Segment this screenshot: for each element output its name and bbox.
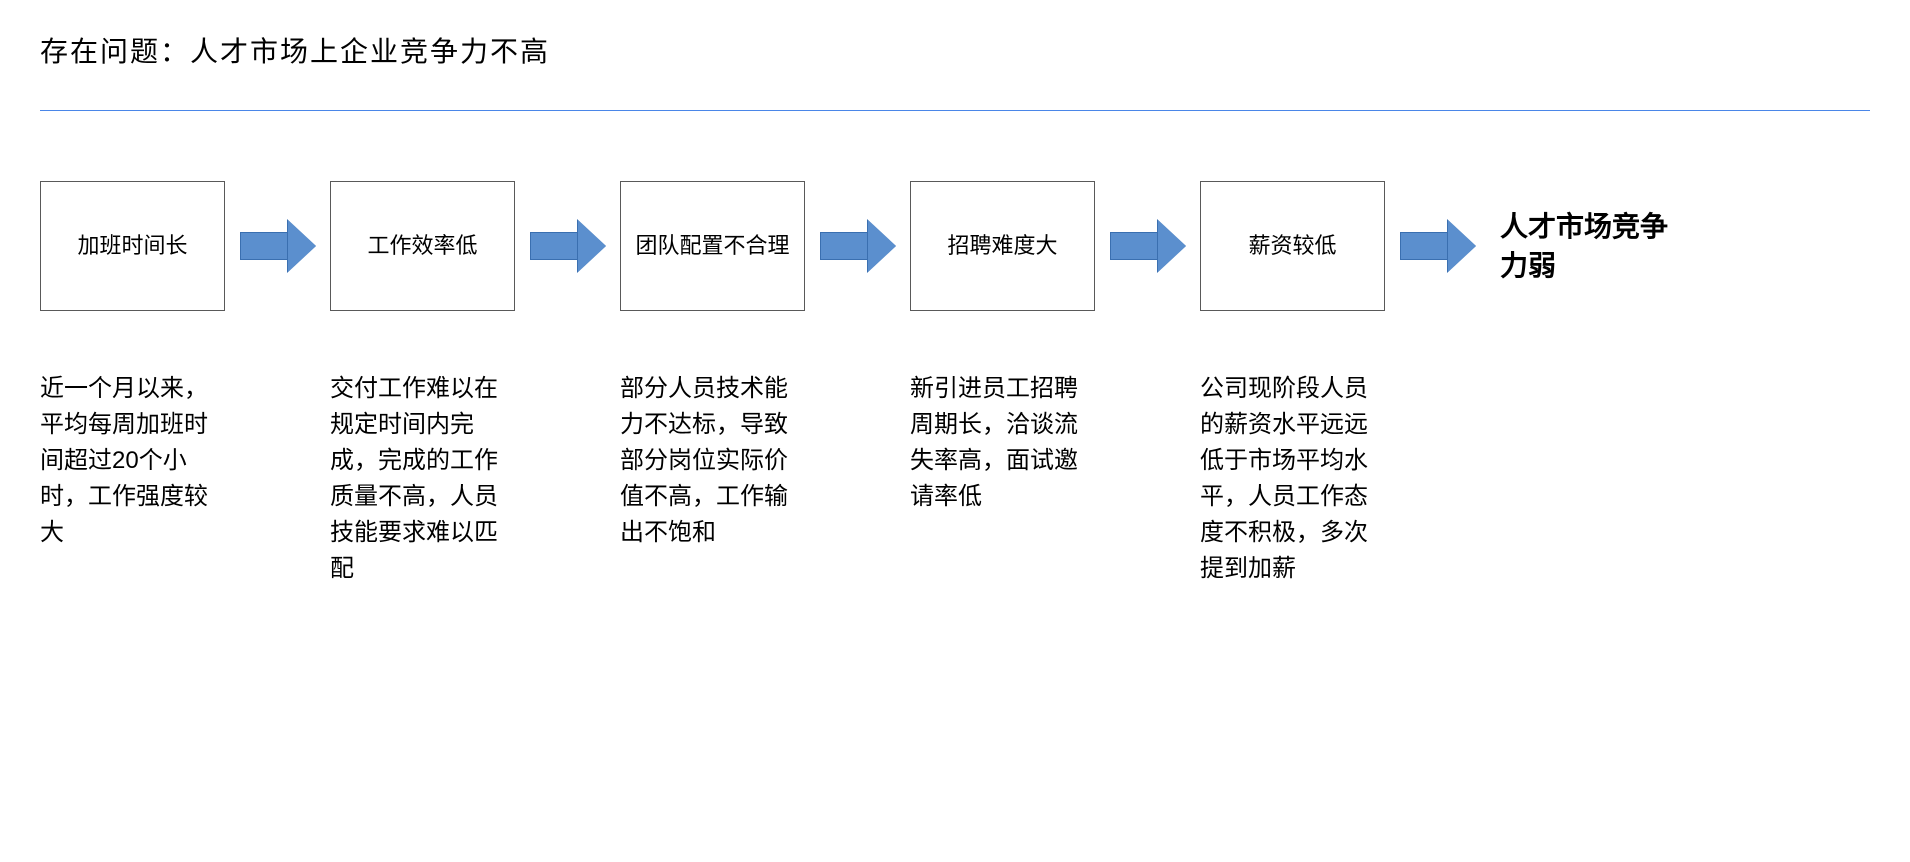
flow-node-efficiency: 工作效率低 bbox=[330, 181, 515, 311]
desc-recruitment: 新引进员工招聘周期长，洽谈流失率高，面试邀请率低 bbox=[910, 371, 1095, 587]
descriptions-row: 近一个月以来，平均每周加班时间超过20个小时，工作强度较大 交付工作难以在规定时… bbox=[40, 371, 1870, 587]
flowchart-row: 加班时间长 工作效率低 团队配置不合理 招聘难度大 薪资较低 人才市场竞争力弱 bbox=[40, 181, 1870, 311]
desc-salary: 公司现阶段人员的薪资水平远远低于市场平均水平，人员工作态度不积极，多次提到加薪 bbox=[1200, 371, 1385, 587]
flow-node-recruitment: 招聘难度大 bbox=[910, 181, 1095, 311]
page-title: 存在问题：人才市场上企业竞争力不高 bbox=[40, 30, 1870, 70]
arrow-2 bbox=[515, 221, 620, 271]
arrow-5 bbox=[1385, 221, 1490, 271]
divider-line bbox=[40, 110, 1870, 111]
desc-overtime: 近一个月以来，平均每周加班时间超过20个小时，工作强度较大 bbox=[40, 371, 225, 587]
flow-conclusion: 人才市场竞争力弱 bbox=[1500, 207, 1680, 285]
flow-node-team-config: 团队配置不合理 bbox=[620, 181, 805, 311]
flow-node-overtime: 加班时间长 bbox=[40, 181, 225, 311]
desc-team-config: 部分人员技术能力不达标，导致部分岗位实际价值不高，工作输出不饱和 bbox=[620, 371, 805, 587]
arrow-4 bbox=[1095, 221, 1200, 271]
arrow-3 bbox=[805, 221, 910, 271]
desc-efficiency: 交付工作难以在规定时间内完成，完成的工作质量不高，人员技能要求难以匹配 bbox=[330, 371, 515, 587]
flow-node-salary: 薪资较低 bbox=[1200, 181, 1385, 311]
arrow-1 bbox=[225, 221, 330, 271]
